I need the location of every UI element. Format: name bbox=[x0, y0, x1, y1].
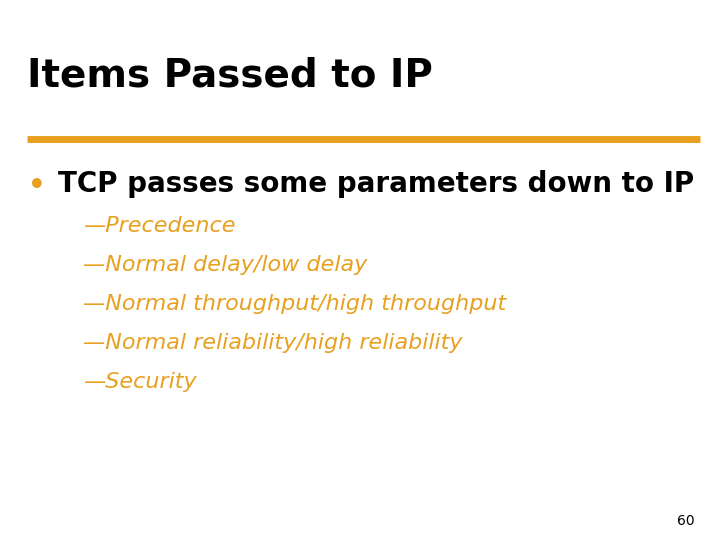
Text: —Security: —Security bbox=[83, 372, 197, 392]
Text: —Normal reliability/high reliability: —Normal reliability/high reliability bbox=[83, 333, 462, 353]
Text: Items Passed to IP: Items Passed to IP bbox=[27, 57, 433, 94]
Text: TCP passes some parameters down to IP: TCP passes some parameters down to IP bbox=[58, 170, 694, 198]
Text: —Normal delay/low delay: —Normal delay/low delay bbox=[83, 255, 367, 275]
Text: 60: 60 bbox=[678, 514, 695, 528]
Text: —Normal throughput/high throughput: —Normal throughput/high throughput bbox=[83, 294, 506, 314]
Text: —Precedence: —Precedence bbox=[83, 216, 235, 236]
Text: •: • bbox=[27, 170, 47, 203]
